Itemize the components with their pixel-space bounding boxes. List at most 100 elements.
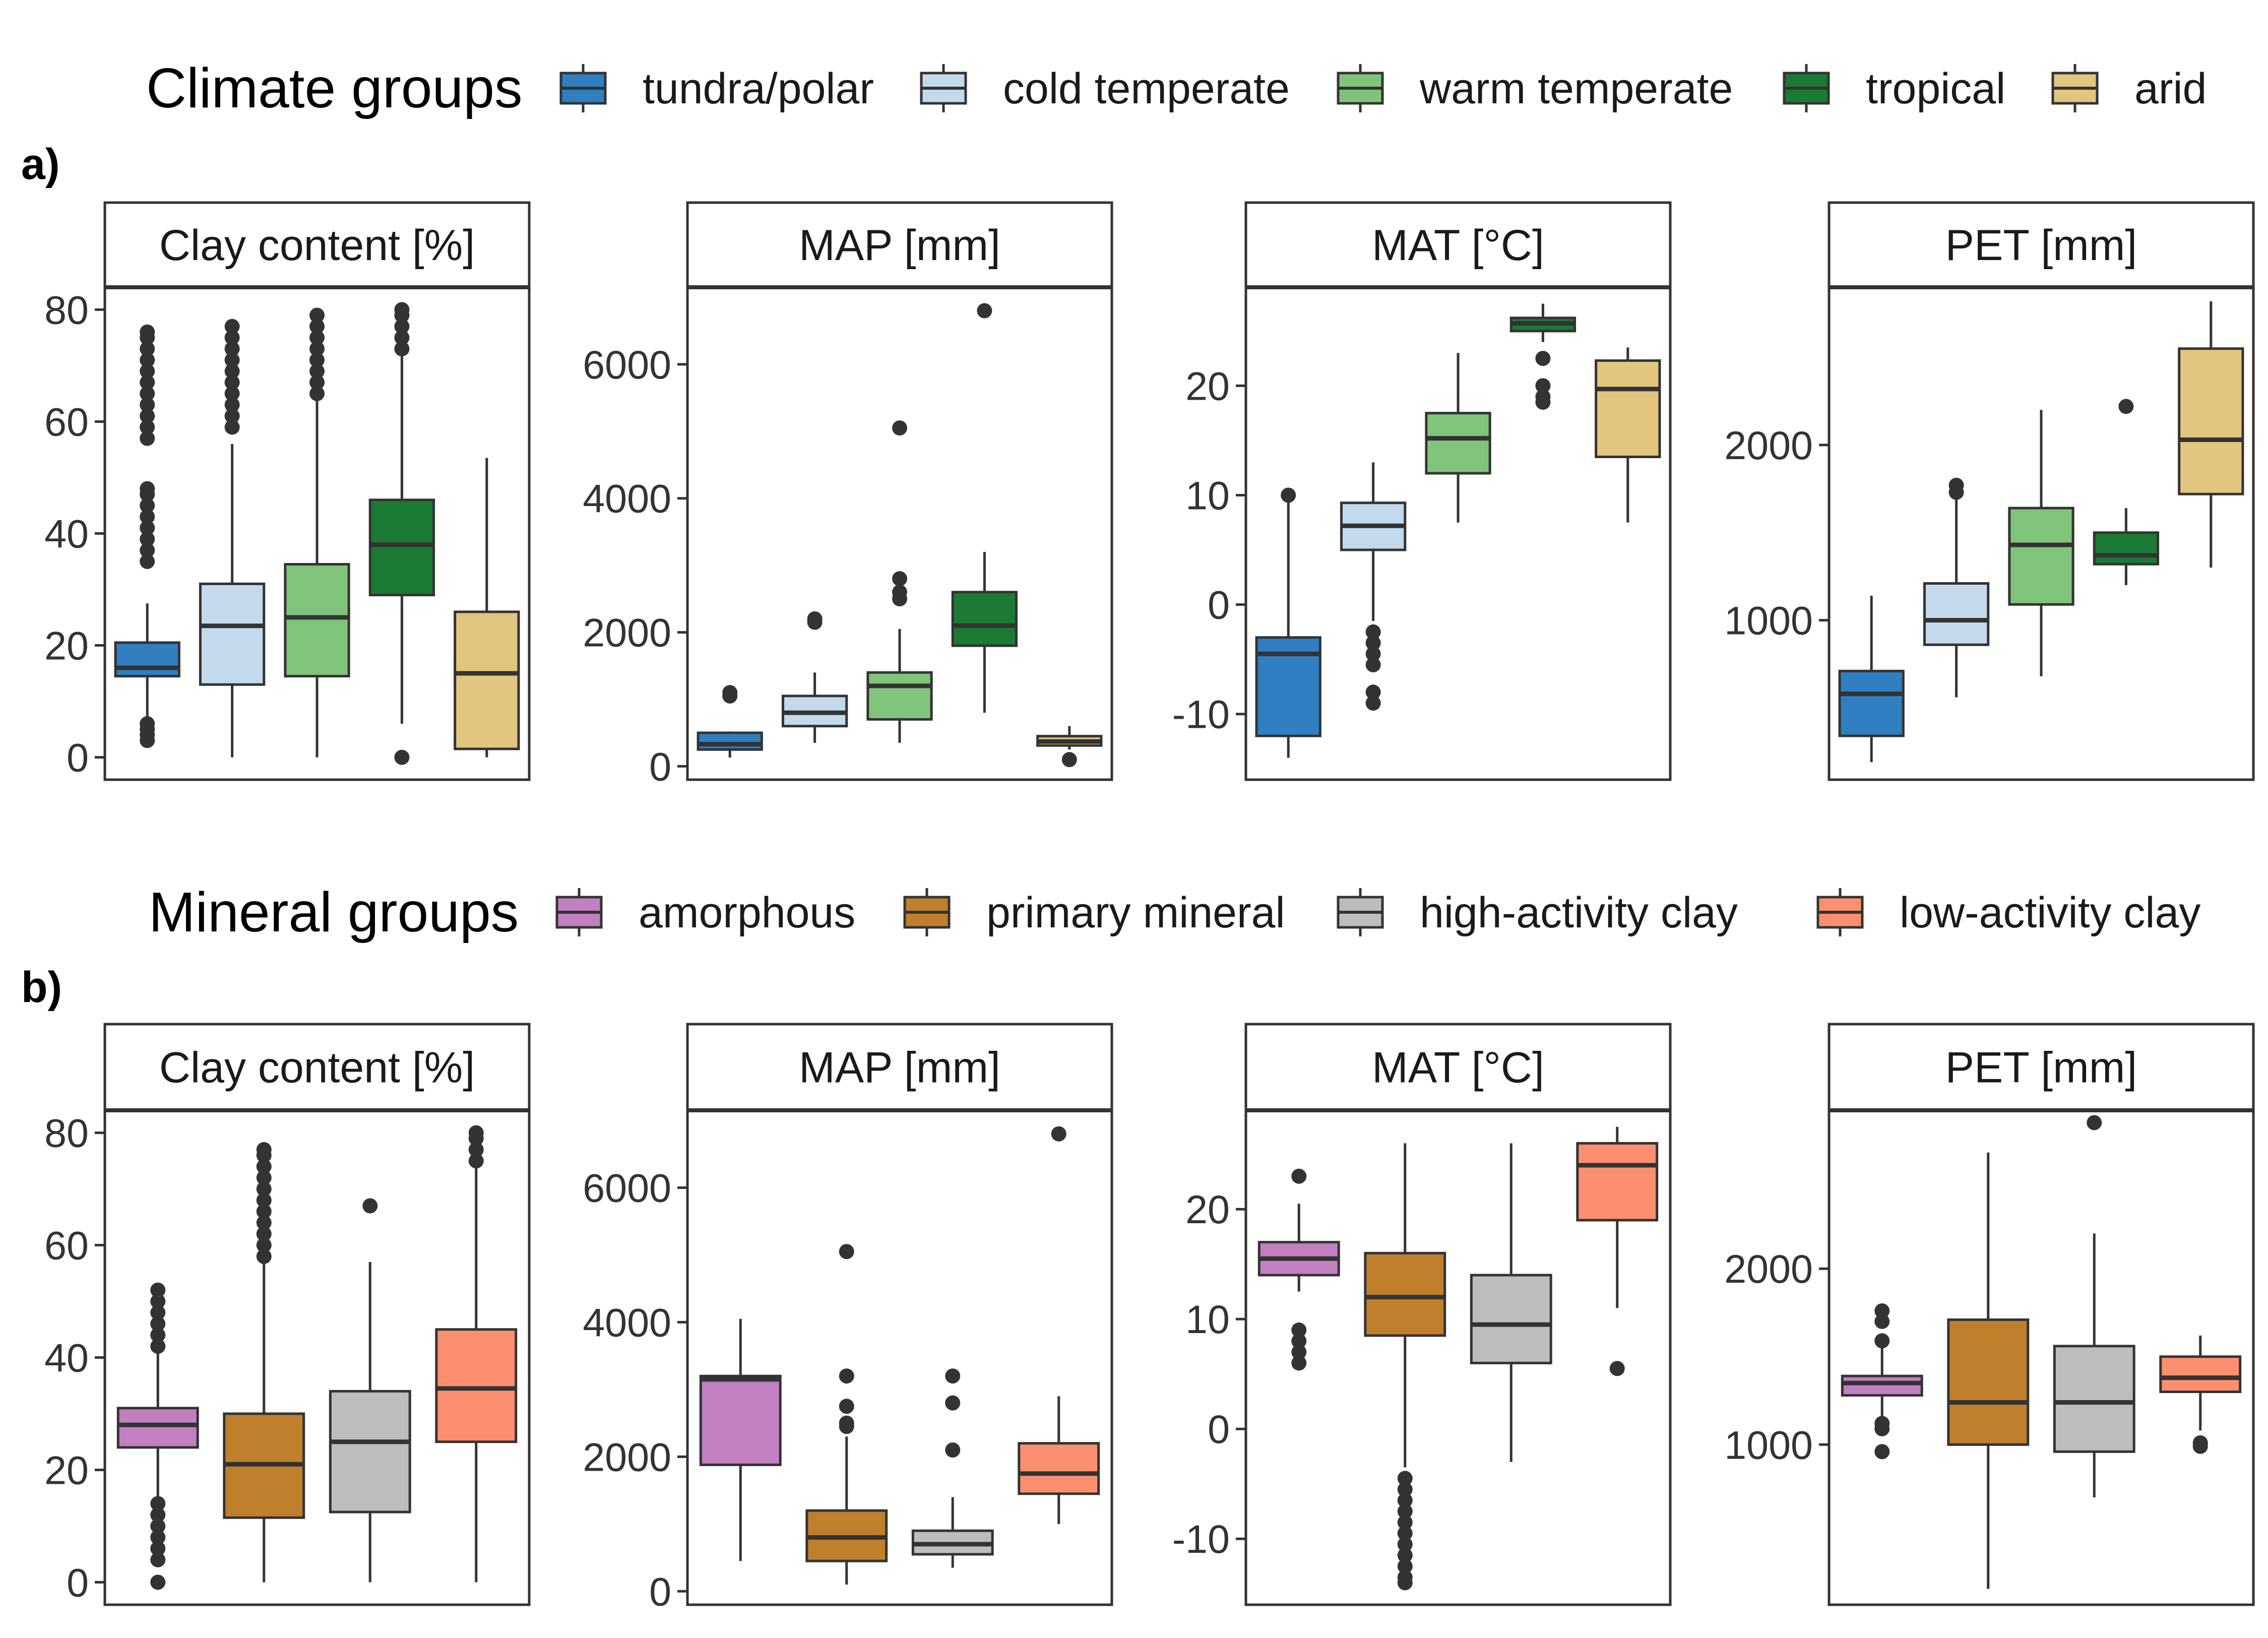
y-tick-label: 0 [67, 735, 89, 780]
legend-item: arid [2051, 64, 2207, 113]
legend-label: primary mineral [986, 889, 1285, 937]
y-tick-label: 4000 [583, 476, 671, 521]
legend-climate: Climate groups tundra/polar cold temperate… [146, 57, 2207, 119]
box-warm-temperate [2008, 410, 2074, 676]
box-amorphous [699, 1318, 782, 1561]
outlier-point [224, 419, 240, 435]
outlier-point [1535, 394, 1551, 410]
outlier-point [309, 386, 325, 401]
outlier-point [394, 302, 410, 318]
outlier-point [256, 1142, 272, 1158]
outlier-point [977, 303, 992, 319]
legend-label: arid [2134, 65, 2207, 113]
facet-strip [1244, 201, 1672, 289]
y-tick-label: 20 [1185, 363, 1230, 408]
outlier-point [1874, 1333, 1890, 1349]
outlier-point [1365, 624, 1381, 640]
legend-label: high-activity clay [1420, 889, 1738, 937]
plot-area [686, 1109, 1113, 1606]
box-cold-temperate [199, 319, 266, 758]
box-tundra-polar [114, 324, 180, 748]
outlier-point [309, 341, 325, 357]
y-tick-label: 40 [44, 1336, 89, 1380]
panel: PET [mm] 1000 2000 [1724, 1023, 2255, 1606]
outlier-point [839, 1244, 854, 1259]
outlier-point [140, 341, 155, 357]
outlier-point [1535, 351, 1551, 366]
legend-item: primary mineral [903, 888, 1285, 937]
outlier-point [150, 1574, 166, 1590]
outlier-point [1291, 1168, 1307, 1184]
box-low-activity-clay [1018, 1126, 1100, 1524]
outlier-point [1397, 1482, 1413, 1497]
outlier-point [256, 1159, 272, 1174]
outlier-point [1874, 1416, 1890, 1431]
outlier-point [839, 1399, 854, 1414]
box-arid [1036, 726, 1103, 768]
legend-label: tundra/polar [643, 65, 874, 113]
legend-item: warm temperate [1337, 64, 1733, 113]
box-cold-temperate [1923, 477, 1990, 698]
outlier-point [1397, 1503, 1413, 1519]
outlier-point [140, 509, 155, 525]
y-tick-label: 0 [1208, 1407, 1230, 1452]
outlier-point [256, 1170, 272, 1185]
box-iqr [435, 1328, 518, 1443]
outlier-point [394, 330, 410, 345]
outlier-point [468, 1153, 484, 1169]
facet-strip [686, 1023, 1113, 1112]
outlier-point [468, 1125, 484, 1141]
outlier-point [945, 1368, 961, 1384]
y-tick-label: 2000 [583, 1434, 671, 1479]
legend-item: low-activity clay [1816, 888, 2200, 937]
outlier-point [1397, 1558, 1413, 1574]
box-tropical [951, 303, 1018, 713]
facet-title: MAT [°C] [1372, 1044, 1544, 1092]
facet-strip [1828, 201, 2255, 289]
box-primary-mineral [805, 1244, 888, 1585]
facet-strip [103, 201, 531, 289]
box-amorphous [1257, 1168, 1340, 1371]
legend-label: cold temperate [1003, 65, 1290, 113]
outlier-point [150, 1316, 166, 1332]
outlier-point [1291, 1344, 1307, 1360]
y-tick-label: 20 [44, 623, 89, 668]
box-primary-mineral [1947, 1152, 2030, 1589]
y-tick-label: -10 [1172, 692, 1230, 737]
outlier-point [140, 520, 155, 536]
outlier-point [224, 386, 240, 401]
outlier-point [807, 611, 823, 626]
box-iqr [1595, 359, 1661, 459]
box-tundra-polar [1255, 487, 1321, 758]
panel: Clay content [%] 0 20 40 60 80 [44, 201, 531, 781]
outlier-point [1291, 1333, 1307, 1349]
box-iqr [116, 1407, 199, 1449]
legend-item: tundra/polar [559, 64, 874, 113]
outlier-point [394, 749, 410, 765]
outlier-point [140, 374, 155, 390]
box-cold-temperate [1340, 462, 1407, 711]
box-amorphous [1841, 1303, 1923, 1460]
outlier-point [224, 363, 240, 379]
legend-title: Climate groups [146, 57, 523, 119]
outlier-point [1397, 1492, 1413, 1508]
outlier-point [1874, 1303, 1890, 1318]
outlier-point [150, 1507, 166, 1523]
y-tick-label: 6000 [583, 342, 671, 387]
outlier-point [150, 1339, 166, 1354]
y-tick-label: 2000 [583, 610, 671, 655]
box-tundra-polar [697, 685, 763, 758]
outlier-point [394, 319, 410, 334]
outlier-point [2087, 1115, 2102, 1130]
outlier-point [150, 1496, 166, 1511]
outlier-point [140, 430, 155, 446]
y-tick-label: 20 [1185, 1187, 1230, 1232]
box-tropical [368, 302, 435, 765]
outlier-point [224, 397, 240, 413]
outlier-point [839, 1415, 854, 1431]
box-iqr [454, 610, 520, 750]
outlier-point [839, 1368, 854, 1384]
box-iqr [284, 563, 350, 678]
y-tick-label: 4000 [583, 1300, 671, 1345]
legend-item: amorphous [555, 888, 855, 937]
